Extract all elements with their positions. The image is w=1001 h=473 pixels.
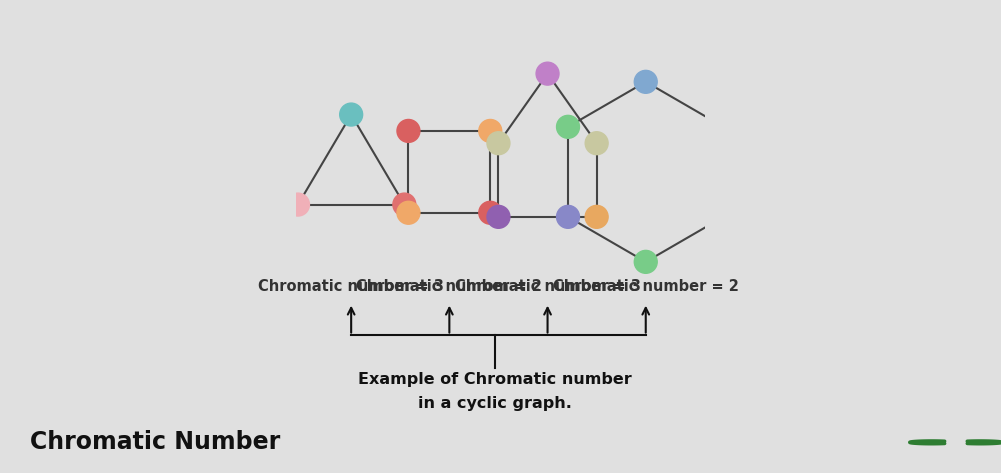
Circle shape [712,115,735,138]
Circle shape [557,115,580,138]
Circle shape [397,201,419,224]
Circle shape [286,193,309,216]
Circle shape [478,120,502,142]
Text: Chromatic number = 2: Chromatic number = 2 [356,279,543,294]
Circle shape [586,205,608,228]
Circle shape [339,103,362,126]
Text: Chromatic number = 3: Chromatic number = 3 [454,279,641,294]
Circle shape [537,62,559,85]
Text: Chromatic Number: Chromatic Number [30,430,280,455]
Circle shape [586,132,608,155]
Circle shape [557,205,580,228]
Circle shape [712,205,735,228]
Circle shape [635,250,658,273]
Text: Example of Chromatic number
in a cyclic graph.: Example of Chromatic number in a cyclic … [358,372,632,411]
Circle shape [478,201,502,224]
Circle shape [635,70,658,93]
Circle shape [487,132,510,155]
Text: Chromatic number = 3: Chromatic number = 3 [258,279,444,294]
Circle shape [397,120,419,142]
Circle shape [487,205,510,228]
Text: Chromatic number = 2: Chromatic number = 2 [553,279,739,294]
Circle shape [393,193,415,216]
